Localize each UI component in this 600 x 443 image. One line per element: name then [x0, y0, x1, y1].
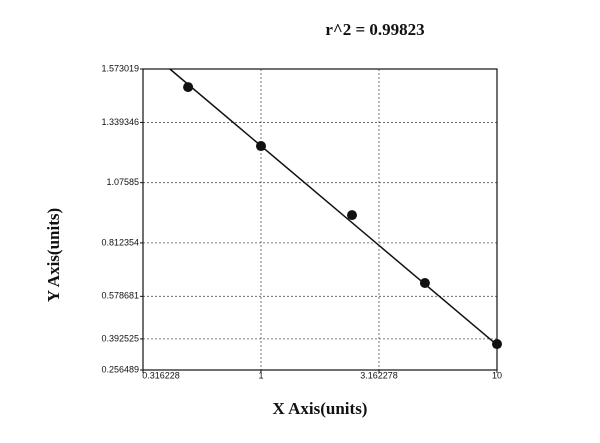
- y-tick-label: 1.339346: [101, 117, 139, 127]
- data-point: [347, 210, 358, 221]
- x-tick-label: 1: [258, 370, 263, 380]
- y-tick-label: 0.578681: [101, 291, 139, 301]
- chart-title: r^2 = 0.99823: [325, 20, 424, 39]
- data-point: [183, 82, 194, 93]
- x-tick-label: 0.316228: [142, 370, 180, 380]
- data-point: [255, 141, 266, 152]
- data-point: [419, 278, 430, 289]
- x-axis-label: X Axis(units): [273, 399, 368, 418]
- y-tick-label: 1.573019: [101, 63, 139, 73]
- data-point: [492, 339, 502, 350]
- x-tick-label: 10: [492, 370, 502, 380]
- y-axis-label: Y Axis(units): [44, 208, 63, 302]
- y-tick-label: 1.07585: [106, 177, 139, 187]
- x-tick-label: 3.162278: [360, 370, 398, 380]
- y-tick-label: 0.256489: [101, 364, 139, 374]
- y-tick-label: 0.812354: [101, 237, 139, 247]
- fit-line: [169, 68, 498, 346]
- y-tick-label: 0.392525: [101, 333, 139, 343]
- plot-frame: [142, 68, 498, 371]
